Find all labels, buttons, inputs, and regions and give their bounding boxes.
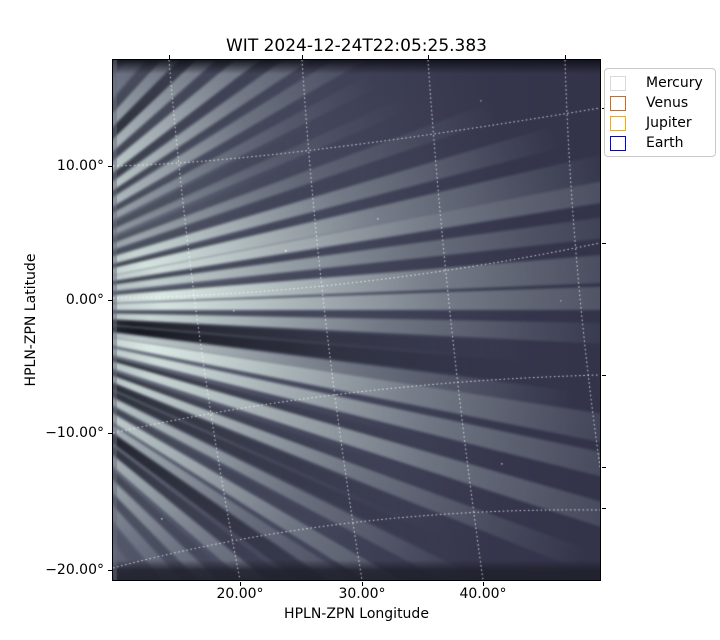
legend-swatch-icon bbox=[610, 95, 626, 111]
x-tick bbox=[362, 582, 364, 586]
legend-label: Earth bbox=[646, 134, 684, 151]
x-tick bbox=[240, 582, 242, 586]
right-tick bbox=[602, 467, 606, 469]
wit-image-canvas bbox=[113, 60, 600, 580]
legend-swatch-icon bbox=[610, 75, 626, 91]
y-axis-label: HPLN-ZPN Latitude bbox=[23, 253, 39, 387]
plot-title: WIT 2024-12-24T22:05:25.383 bbox=[226, 36, 487, 56]
legend-label: Venus bbox=[646, 94, 689, 111]
right-tick bbox=[602, 243, 606, 245]
legend-item-jupiter: Jupiter bbox=[605, 113, 715, 133]
y-tick-label: 10.00° bbox=[56, 158, 104, 174]
x-tick bbox=[483, 582, 485, 586]
top-tick bbox=[565, 55, 567, 59]
y-tick bbox=[108, 166, 112, 168]
legend-swatch-icon bbox=[610, 115, 626, 131]
x-tick-label: 40.00° bbox=[459, 586, 507, 602]
legend-item-mercury: Mercury bbox=[605, 73, 715, 93]
legend-item-venus: Venus bbox=[605, 93, 715, 113]
top-tick bbox=[428, 55, 430, 59]
x-tick-label: 20.00° bbox=[216, 586, 264, 602]
right-tick bbox=[602, 375, 606, 377]
legend: Mercury Venus Jupiter Earth bbox=[604, 68, 716, 157]
y-tick bbox=[108, 300, 112, 302]
right-tick bbox=[602, 508, 606, 510]
top-tick bbox=[169, 55, 171, 59]
y-tick-label: −10.00° bbox=[45, 425, 104, 441]
y-tick bbox=[108, 433, 112, 435]
y-tick-label: 0.00° bbox=[65, 292, 104, 308]
top-tick bbox=[302, 55, 304, 59]
x-tick-label: 30.00° bbox=[338, 586, 386, 602]
legend-label: Mercury bbox=[646, 74, 703, 91]
legend-item-earth: Earth bbox=[605, 133, 715, 153]
plot-area bbox=[112, 59, 601, 581]
y-tick-label: −20.00° bbox=[45, 562, 104, 578]
x-axis-label: HPLN-ZPN Longitude bbox=[284, 606, 429, 622]
legend-label: Jupiter bbox=[646, 114, 692, 131]
y-tick bbox=[108, 570, 112, 572]
legend-swatch-icon bbox=[610, 135, 626, 151]
